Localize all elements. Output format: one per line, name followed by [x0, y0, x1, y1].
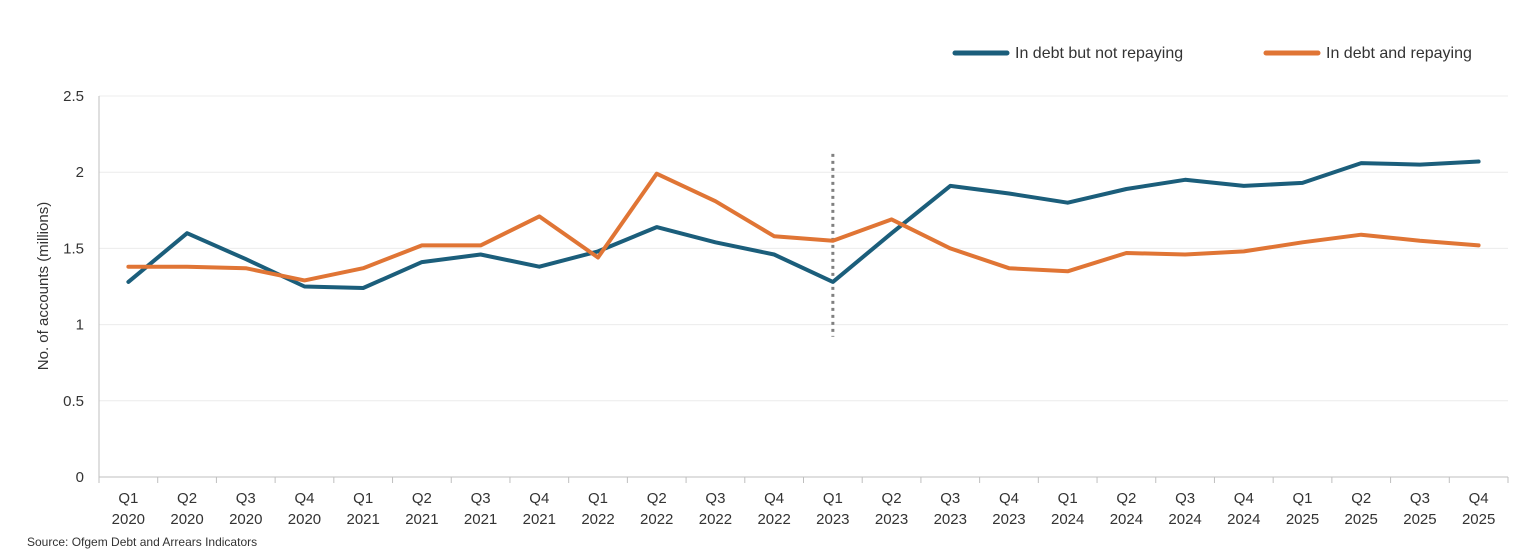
- x-tick-label-quarter: Q3: [940, 490, 960, 507]
- x-tick-label-quarter: Q1: [1058, 490, 1078, 507]
- x-tick-label-quarter: Q1: [118, 490, 138, 507]
- x-tick-label-year: 2020: [288, 511, 321, 528]
- x-tick-label-year: 2021: [347, 511, 380, 528]
- x-tick-label-year: 2024: [1227, 511, 1260, 528]
- x-tick-label-year: 2024: [1051, 511, 1084, 528]
- x-tick-label-year: 2023: [816, 511, 849, 528]
- y-axis-title: No. of accounts (millions): [35, 202, 52, 370]
- gridlines: [99, 95, 1508, 402]
- x-tick-label-year: 2024: [1110, 511, 1143, 528]
- x-tick-label-quarter: Q4: [1234, 490, 1254, 507]
- x-tick-label-quarter: Q2: [177, 490, 197, 507]
- x-tick-label-year: 2021: [523, 511, 556, 528]
- y-tick-label: 0: [76, 469, 84, 486]
- y-tick-label: 2.5: [63, 88, 84, 105]
- y-axis-ticks: 0 0.5 1 1.5 2 2.5: [63, 88, 84, 486]
- x-tick-label-year: 2025: [1286, 511, 1319, 528]
- y-tick-label: 2: [76, 164, 84, 181]
- x-tick-label-year: 2022: [699, 511, 732, 528]
- series-lines: [126, 159, 1481, 290]
- x-tick-label-year: 2022: [640, 511, 673, 528]
- x-tick-label-quarter: Q3: [471, 490, 491, 507]
- x-tick-label-year: 2021: [405, 511, 438, 528]
- x-tick-label-quarter: Q3: [705, 490, 725, 507]
- x-tick-label-year: 2023: [992, 511, 1025, 528]
- x-tick-label-quarter: Q2: [882, 490, 902, 507]
- x-tick-label-year: 2024: [1168, 511, 1201, 528]
- x-tick-label-year: 2020: [170, 511, 203, 528]
- x-tick-label-year: 2025: [1462, 511, 1495, 528]
- x-tick-label-quarter: Q1: [1293, 490, 1313, 507]
- x-tick-label-year: 2022: [581, 511, 614, 528]
- x-tick-label-year: 2021: [464, 511, 497, 528]
- x-tick-label-year: 2025: [1345, 511, 1378, 528]
- y-tick-label: 0.5: [63, 393, 84, 410]
- series-line-2: [126, 171, 1481, 283]
- y-tick-label: 1.5: [63, 240, 84, 257]
- legend-label-2: In debt and repaying: [1326, 45, 1472, 62]
- series-line-1: [126, 159, 1481, 290]
- x-tick-label-quarter: Q4: [999, 490, 1019, 507]
- x-tick-label-year: 2020: [229, 511, 262, 528]
- legend: In debt but not repaying In debt and repa…: [952, 45, 1472, 62]
- x-tick-label-quarter: Q4: [764, 490, 784, 507]
- x-tick-label-quarter: Q4: [529, 490, 549, 507]
- x-tick-label-quarter: Q3: [236, 490, 256, 507]
- y-tick-label: 1: [76, 317, 84, 334]
- x-tick-label-quarter: Q1: [588, 490, 608, 507]
- x-tick-label-quarter: Q2: [1116, 490, 1136, 507]
- x-tick-label-quarter: Q3: [1175, 490, 1195, 507]
- x-tick-label-quarter: Q2: [412, 490, 432, 507]
- x-tick-label-year: 2023: [934, 511, 967, 528]
- line-chart: 0 0.5 1 1.5 2 2.5 Q1 2020 Q2 2020 Q3 2020 Q4 2020 Q1 2…: [35, 45, 1509, 528]
- x-tick-label-quarter: Q4: [294, 490, 314, 507]
- legend-label-1: In debt but not repaying: [1015, 45, 1183, 62]
- x-tick-label-year: 2020: [112, 511, 145, 528]
- x-tick-label-quarter: Q1: [353, 490, 373, 507]
- x-tick-label-quarter: Q1: [823, 490, 843, 507]
- x-tick-label-year: 2025: [1403, 511, 1436, 528]
- x-tick-label-quarter: Q2: [1351, 490, 1371, 507]
- x-tick-label-quarter: Q2: [647, 490, 667, 507]
- x-tick-label-quarter: Q4: [1469, 490, 1489, 507]
- x-tick-label-quarter: Q3: [1410, 490, 1430, 507]
- x-tick-label-year: 2023: [875, 511, 908, 528]
- x-tick-label-year: 2022: [757, 511, 790, 528]
- source-note: Source: Ofgem Debt and Arrears Indicator…: [27, 535, 258, 549]
- x-axis-ticks: Q1 2020 Q2 2020 Q3 2020 Q4 2020 Q1 2021 Q2 2021 Q3 20…: [98, 477, 1509, 528]
